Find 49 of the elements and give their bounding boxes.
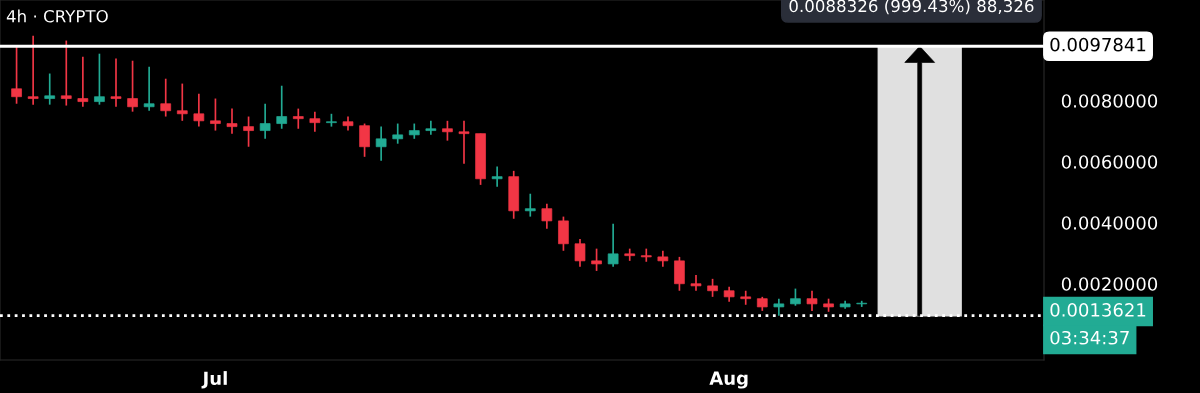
candlestick	[210, 97, 221, 132]
candlestick	[491, 165, 503, 188]
candlestick	[309, 110, 321, 133]
y-tick-label: 0.0040000	[1061, 216, 1158, 230]
candlestick	[425, 119, 437, 136]
candlestick	[127, 59, 138, 113]
candlestick	[740, 289, 752, 306]
candlestick	[458, 119, 470, 165]
candlestick	[27, 34, 39, 106]
candlestick	[375, 125, 387, 162]
candlestick	[640, 247, 652, 263]
annotation: 0.0088326 (999.43%) 88,326	[789, 0, 1034, 15]
text: 03:34:37	[1050, 330, 1129, 345]
candlestick	[359, 122, 370, 158]
candlestick	[226, 107, 238, 135]
x-tick-label: Aug	[709, 371, 748, 389]
candlestick	[607, 222, 619, 268]
candlestick	[193, 92, 205, 128]
candlestick	[44, 72, 56, 106]
candlestick	[110, 57, 122, 108]
candlestick	[143, 65, 155, 112]
candlestick	[558, 215, 569, 252]
text: 0.0013621	[1050, 303, 1146, 317]
candlestick	[690, 274, 702, 292]
candlestick	[674, 256, 685, 292]
candlestick	[60, 39, 72, 107]
x-tick-label: Jul	[201, 371, 227, 389]
chart-title: 4h · CRYPTO	[6, 9, 108, 23]
candlestick	[574, 238, 586, 268]
candlestick	[243, 115, 254, 148]
candlestick	[591, 247, 602, 272]
candlestick	[541, 202, 553, 230]
candlestick	[77, 55, 89, 108]
candlestick	[276, 84, 288, 130]
candlestick	[806, 289, 818, 312]
candlestick	[176, 82, 188, 122]
candlestick	[524, 192, 536, 218]
candlestick	[259, 102, 271, 140]
candlestick	[624, 247, 636, 262]
candlestick	[160, 77, 172, 118]
candlestick	[442, 119, 453, 142]
y-tick-label: 0.0080000	[1061, 94, 1158, 108]
candlestick	[392, 122, 404, 145]
ref-line-label: 0.0097841	[1050, 37, 1146, 52]
candlestick	[94, 52, 105, 106]
candlestick	[11, 45, 22, 105]
candlestick	[292, 107, 304, 130]
y-tick-label: 0.0060000	[1061, 155, 1158, 169]
y-tick-label: 0.0020000	[1061, 277, 1158, 291]
